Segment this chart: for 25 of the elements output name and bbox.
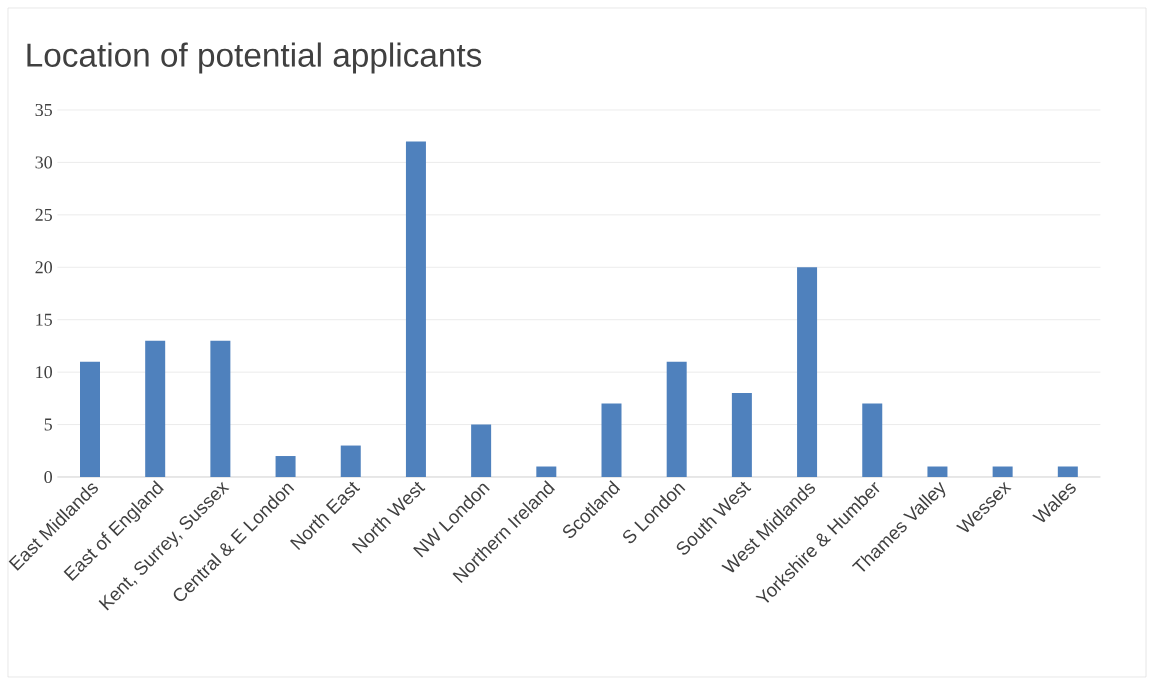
chart-title: Location of potential applicants [27, 42, 482, 74]
y-tick-label: 25 [35, 208, 52, 221]
bar [275, 456, 296, 477]
bar [601, 403, 622, 477]
bar [471, 424, 492, 477]
y-tick-label: 30 [35, 156, 53, 169]
bar [1057, 466, 1078, 477]
bar [210, 340, 231, 477]
bar [536, 466, 557, 477]
y-tick-label: 35 [35, 103, 52, 117]
bar [340, 445, 361, 477]
y-tick-label: 15 [36, 313, 52, 326]
y-tick-label: 20 [35, 261, 53, 274]
y-tick-label: 10 [36, 366, 53, 379]
bar [797, 267, 818, 477]
bar [992, 466, 1013, 477]
bar [145, 340, 166, 477]
bar [731, 393, 752, 477]
bar [80, 361, 100, 477]
bar [927, 466, 948, 477]
bar [405, 141, 426, 477]
bar [666, 361, 687, 477]
bar [862, 403, 883, 477]
y-tick-label: 5 [44, 418, 52, 431]
y-tick-label: 0 [44, 470, 53, 484]
